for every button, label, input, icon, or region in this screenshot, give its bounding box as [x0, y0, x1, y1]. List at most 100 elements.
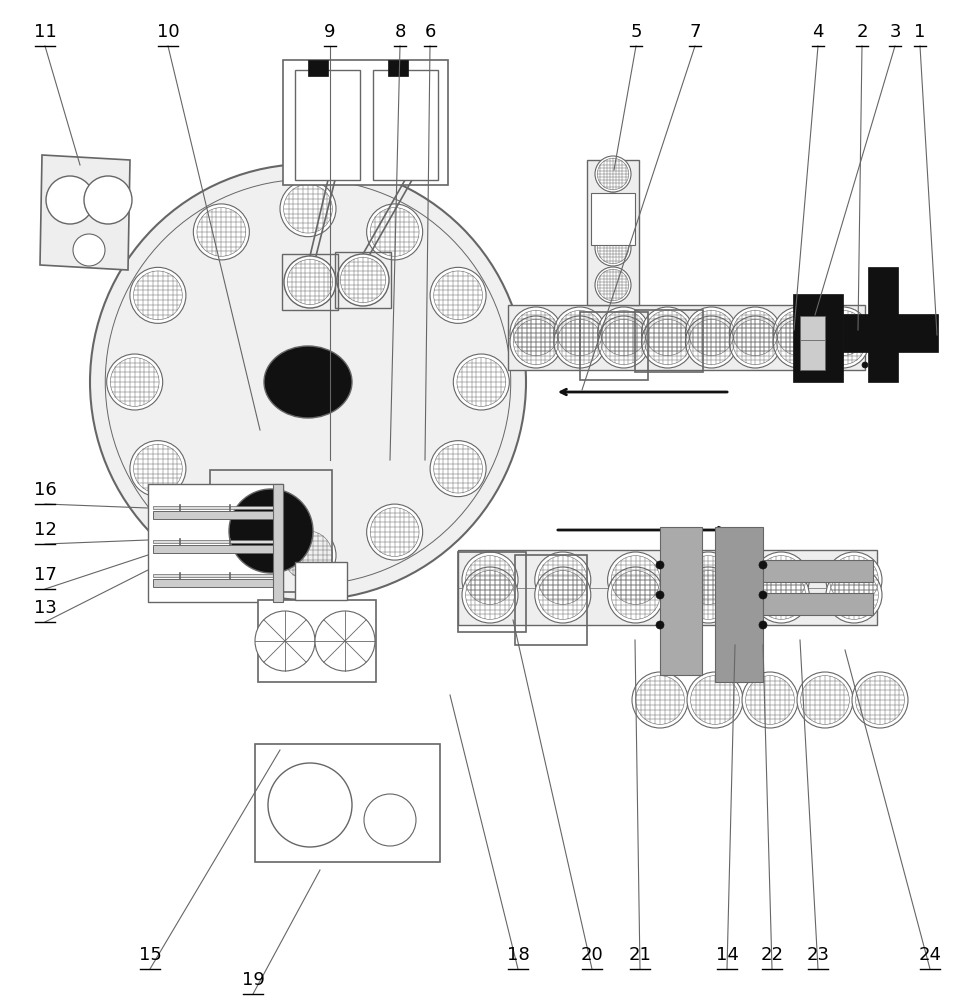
Circle shape [837, 316, 843, 322]
Polygon shape [40, 155, 130, 270]
Circle shape [367, 204, 423, 260]
Bar [388, 60, 408, 76]
Bar [591, 193, 635, 245]
Circle shape [554, 316, 606, 368]
Circle shape [656, 621, 664, 629]
Circle shape [608, 567, 664, 623]
Circle shape [255, 611, 315, 671]
Bar [660, 527, 702, 675]
Bar [715, 527, 763, 682]
Circle shape [773, 307, 825, 359]
Circle shape [729, 307, 781, 359]
Circle shape [430, 441, 486, 497]
Circle shape [641, 307, 693, 359]
Bar [635, 310, 703, 372]
Circle shape [826, 567, 882, 623]
Bar [153, 540, 276, 543]
Bar [763, 593, 873, 615]
Bar [458, 552, 526, 632]
Text: 4: 4 [812, 23, 823, 41]
Circle shape [656, 561, 664, 569]
Bar [793, 294, 843, 382]
Circle shape [130, 441, 186, 497]
Bar [210, 470, 332, 592]
Text: 3: 3 [889, 23, 900, 41]
Bar [373, 70, 438, 180]
Text: 15: 15 [139, 946, 162, 964]
Circle shape [742, 672, 798, 728]
Bar [335, 252, 391, 308]
Circle shape [641, 316, 693, 368]
Circle shape [595, 156, 631, 192]
Bar [868, 267, 898, 382]
Bar [282, 254, 338, 310]
Circle shape [194, 204, 249, 260]
Bar [153, 545, 276, 553]
Ellipse shape [264, 346, 352, 418]
Circle shape [729, 316, 781, 368]
Circle shape [462, 552, 518, 608]
Circle shape [759, 561, 767, 569]
Circle shape [454, 354, 509, 410]
Circle shape [598, 307, 650, 359]
Circle shape [826, 552, 882, 608]
Circle shape [852, 672, 908, 728]
Circle shape [46, 176, 94, 224]
Text: 7: 7 [690, 23, 701, 41]
Circle shape [681, 567, 737, 623]
Circle shape [280, 527, 336, 583]
Text: 2: 2 [856, 23, 868, 41]
Text: 18: 18 [507, 946, 530, 964]
Circle shape [759, 591, 767, 599]
Circle shape [632, 672, 688, 728]
Text: 10: 10 [157, 23, 179, 41]
Bar [763, 560, 873, 582]
Circle shape [686, 307, 738, 359]
Circle shape [837, 339, 843, 345]
Bar [148, 484, 283, 602]
Circle shape [753, 552, 809, 608]
Circle shape [73, 234, 105, 266]
Circle shape [430, 267, 486, 323]
Circle shape [595, 267, 631, 303]
Circle shape [759, 621, 767, 629]
Circle shape [510, 307, 562, 359]
Text: 11: 11 [34, 23, 57, 41]
Bar [255, 744, 440, 862]
Text: 16: 16 [34, 481, 57, 499]
Bar [153, 579, 276, 587]
Circle shape [656, 591, 664, 599]
Bar [580, 312, 648, 380]
Circle shape [462, 567, 518, 623]
Text: 23: 23 [806, 946, 829, 964]
Text: 14: 14 [716, 946, 739, 964]
Circle shape [686, 316, 738, 368]
Circle shape [364, 794, 416, 846]
Text: 22: 22 [761, 946, 784, 964]
Bar [508, 305, 865, 370]
Circle shape [595, 230, 631, 266]
Text: 12: 12 [34, 521, 57, 539]
Bar [258, 600, 376, 682]
Bar [295, 70, 360, 180]
Text: 9: 9 [325, 23, 336, 41]
Circle shape [284, 256, 336, 308]
Circle shape [229, 489, 313, 573]
Text: 21: 21 [629, 946, 651, 964]
Bar [308, 60, 328, 76]
Text: 8: 8 [394, 23, 405, 41]
Circle shape [337, 254, 389, 306]
Circle shape [753, 567, 809, 623]
Text: 19: 19 [242, 971, 265, 989]
Bar [587, 160, 639, 305]
Bar [295, 562, 347, 600]
Circle shape [681, 552, 737, 608]
Circle shape [268, 763, 352, 847]
Circle shape [595, 193, 631, 229]
Circle shape [837, 362, 843, 368]
Text: 20: 20 [581, 946, 604, 964]
Circle shape [367, 504, 423, 560]
Circle shape [862, 316, 868, 322]
Circle shape [534, 552, 590, 608]
Bar [843, 314, 938, 352]
